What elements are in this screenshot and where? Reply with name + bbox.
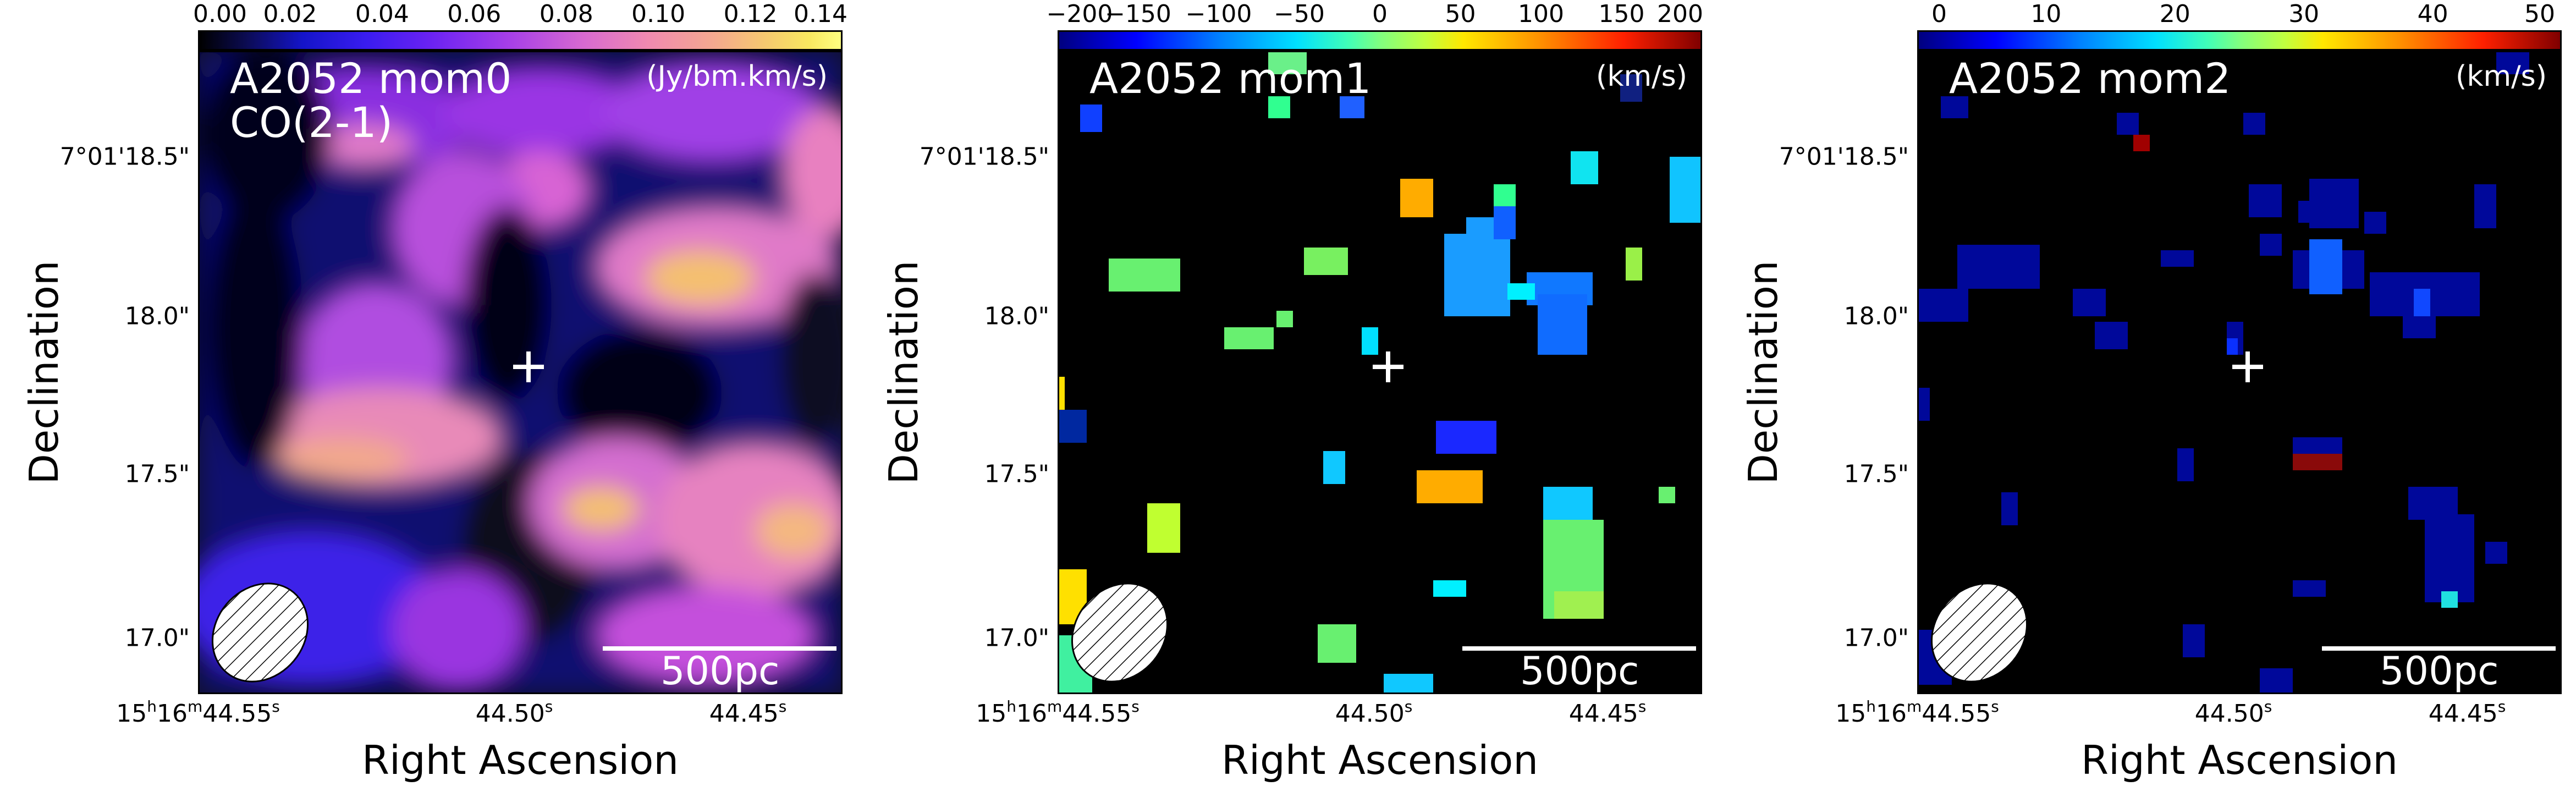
y-tick-label: 17.0" xyxy=(1843,624,1909,652)
map-title: A2052 mom1 xyxy=(1089,54,1372,103)
x-tick-label: 44.45s xyxy=(1568,697,1647,728)
y-axis-label: Declination xyxy=(1740,260,1786,485)
x-axis-label: Right Ascension xyxy=(1221,737,1538,783)
colorbar-tick-label: 0.00 xyxy=(193,0,247,28)
units-label: (Jy/bm.km/s) xyxy=(646,60,828,93)
y-tick-label: 18.0" xyxy=(124,302,190,331)
colorbar-tick-label: 20 xyxy=(2159,0,2190,28)
beam-ellipse xyxy=(1924,580,2034,685)
x-tick-label: 44.50s xyxy=(1335,697,1413,728)
map-title: A2052 mom0 xyxy=(230,54,512,103)
y-tick-label: 18.0" xyxy=(1843,302,1909,331)
colorbar-tick-label: 50 xyxy=(1445,0,1476,28)
scale-bar xyxy=(1462,646,1696,651)
colorbar xyxy=(1058,30,1702,51)
x-axis-label: Right Ascension xyxy=(2081,737,2398,783)
colorbar-tick-label: −50 xyxy=(1274,0,1325,28)
agn-position-marker xyxy=(513,351,544,382)
moment2-map: A2052 mom2 (km/s) 500pc xyxy=(1917,51,2562,694)
agn-position-marker xyxy=(2232,351,2263,382)
mom1-velocity-map xyxy=(1059,52,1700,692)
colorbar-tick-label: 0.10 xyxy=(631,0,686,28)
x-tick-label: 15h16m44.55s xyxy=(976,697,1140,728)
mom2-dispersion-map xyxy=(1919,52,2560,692)
y-tick-label: 7°01'18.5" xyxy=(59,142,190,171)
scale-bar-label: 500pc xyxy=(1520,648,1639,694)
colorbar-tick-label: 0.06 xyxy=(447,0,502,28)
colorbar-tick-label: 0.12 xyxy=(723,0,778,28)
colorbar xyxy=(1917,30,2562,51)
mom2-panel: 0 10 20 30 40 50 xyxy=(1719,0,2576,786)
colorbar-tick-label: 200 xyxy=(1657,0,1703,28)
colorbar-tick-label: −100 xyxy=(1185,0,1252,28)
colorbar-tick-label: 0.08 xyxy=(539,0,593,28)
colorbar xyxy=(198,30,843,51)
colorbar-tick-label: −150 xyxy=(1105,0,1171,28)
y-tick-label: 17.5" xyxy=(1843,460,1909,488)
scale-bar-label: 500pc xyxy=(660,648,780,694)
y-tick-label: 7°01'18.5" xyxy=(919,142,1049,171)
x-tick-label: 44.50s xyxy=(475,697,553,728)
colorbar-tick-label: 0.04 xyxy=(355,0,409,28)
x-tick-label: 44.45s xyxy=(2428,697,2506,728)
units-label: (km/s) xyxy=(1596,60,1687,93)
colorbar-tick-label: 0.02 xyxy=(263,0,317,28)
beam-ellipse xyxy=(1065,580,1175,685)
moment0-map: A2052 mom0 CO(2-1) (Jy/bm.km/s) 500pc xyxy=(198,51,843,694)
beam-ellipse xyxy=(205,580,315,685)
mom1-panel: −200 −150 −100 −50 0 50 100 150 200 xyxy=(860,0,1718,786)
colorbar-tick-label: 40 xyxy=(2417,0,2448,28)
x-axis-label: Right Ascension xyxy=(362,737,679,783)
moment1-map: A2052 mom1 (km/s) 500pc xyxy=(1058,51,1702,694)
colorbar-tick-label: 0.14 xyxy=(794,0,847,28)
colorbar-tick-label: 150 xyxy=(1598,0,1645,28)
x-tick-label: 15h16m44.55s xyxy=(116,697,280,728)
colorbar-tick-label: 10 xyxy=(2030,0,2062,28)
x-tick-label: 44.50s xyxy=(2194,697,2272,728)
y-tick-label: 17.5" xyxy=(124,460,190,488)
scale-bar-label: 500pc xyxy=(2380,648,2499,694)
x-tick-label: 15h16m44.55s xyxy=(1835,697,1999,728)
colorbar-tick-label: −200 xyxy=(1046,0,1113,28)
units-label: (km/s) xyxy=(2456,60,2547,93)
mom0-panel: 0.00 0.02 0.04 0.06 0.08 0.10 0.12 0.14 xyxy=(0,0,858,786)
x-tick-label: 44.45s xyxy=(709,697,787,728)
colorbar-tick-label: 50 xyxy=(2524,0,2555,28)
colorbar-tick-label: 0 xyxy=(1372,0,1388,28)
y-tick-label: 18.0" xyxy=(984,302,1049,331)
map-title: A2052 mom2 xyxy=(1949,54,2231,103)
y-tick-label: 17.5" xyxy=(984,460,1049,488)
scale-bar xyxy=(603,646,836,651)
scale-bar xyxy=(2322,646,2556,651)
y-axis-label: Declination xyxy=(21,260,67,485)
y-tick-label: 17.0" xyxy=(124,624,190,652)
line-label: CO(2-1) xyxy=(230,98,393,147)
colorbar-tick-label: 100 xyxy=(1518,0,1564,28)
y-axis-label: Declination xyxy=(880,260,927,485)
agn-position-marker xyxy=(1373,351,1403,382)
y-tick-label: 17.0" xyxy=(984,624,1049,652)
colorbar-tick-label: 0 xyxy=(1931,0,1947,28)
colorbar-tick-label: 30 xyxy=(2288,0,2320,28)
mom0-emission-map xyxy=(200,52,841,692)
y-tick-label: 7°01'18.5" xyxy=(1779,142,1909,171)
